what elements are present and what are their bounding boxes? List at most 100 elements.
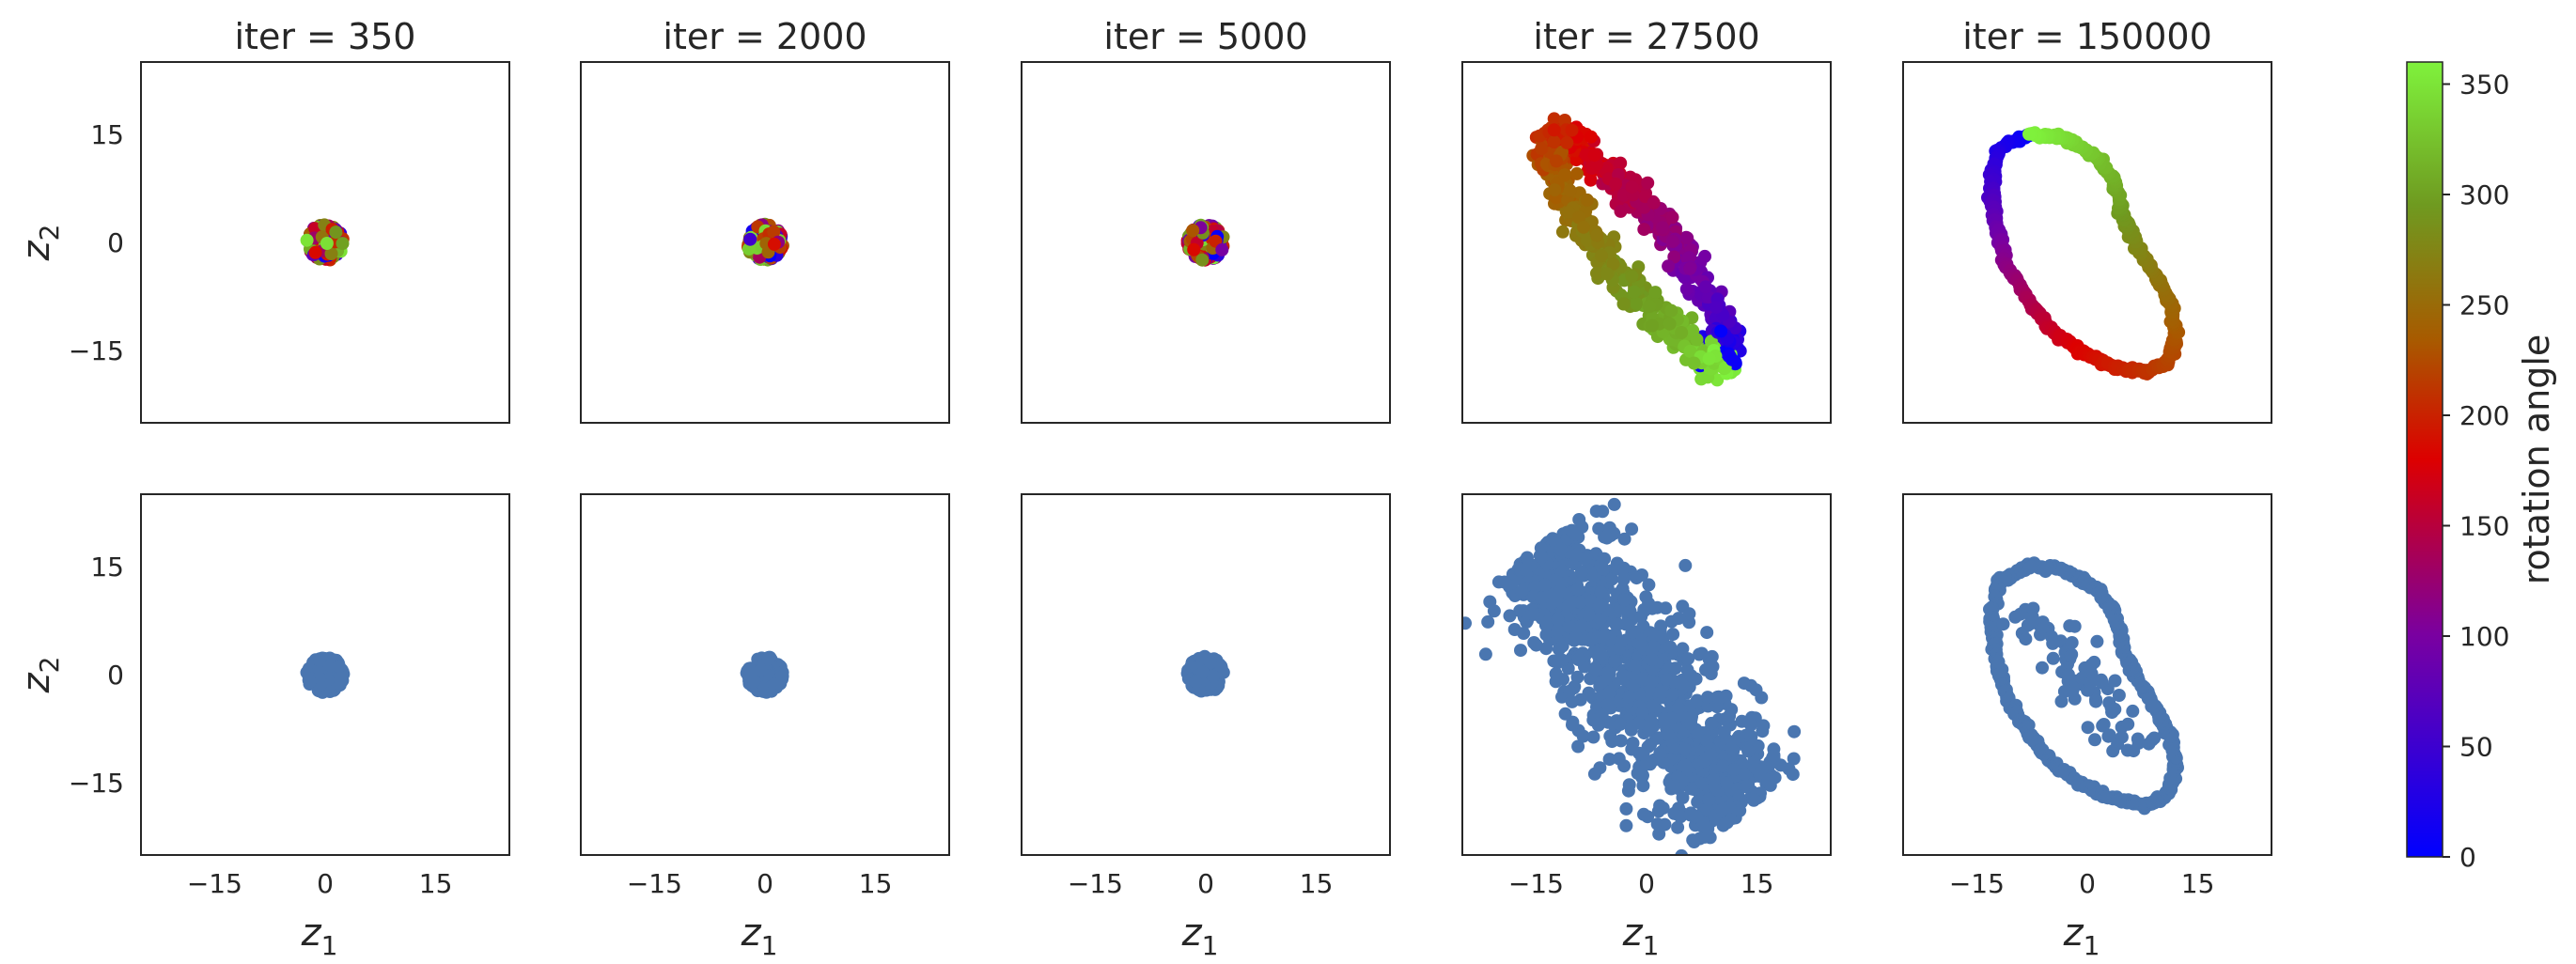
scatter-point xyxy=(1635,706,1649,720)
scatter-point xyxy=(1187,242,1201,257)
scatter-point xyxy=(1571,739,1585,754)
panel-frame xyxy=(140,61,510,424)
scatter-point xyxy=(1569,527,1583,541)
scatter-point xyxy=(1600,267,1615,281)
scatter-point xyxy=(1720,776,1734,790)
scatter-point xyxy=(1544,597,1558,611)
scatter-point xyxy=(1563,183,1577,197)
scatter-point xyxy=(332,660,346,674)
scatter-points xyxy=(1983,556,2184,816)
scatter-point xyxy=(2105,705,2119,719)
scatter-point xyxy=(1547,123,1561,137)
scatter-point xyxy=(1618,617,1632,631)
scatter-point xyxy=(1586,713,1600,727)
scatter-point xyxy=(1648,286,1663,300)
colorbar-tick-label: 300 xyxy=(2459,179,2509,210)
scatter-point xyxy=(2057,685,2071,698)
scatter-point xyxy=(2068,619,2082,633)
panel-r1-c2: iter = 2000 xyxy=(580,16,950,424)
scatter-point xyxy=(1497,575,1511,589)
scatter-point xyxy=(1725,741,1739,755)
scatter-point xyxy=(1580,193,1594,207)
scatter-point xyxy=(1680,231,1694,245)
scatter-point xyxy=(1204,656,1218,670)
scatter-point xyxy=(1514,644,1527,658)
scatter-point xyxy=(1707,772,1721,786)
scatter-point xyxy=(1551,656,1565,670)
scatter-point xyxy=(1535,142,1549,156)
scatter-point xyxy=(1566,718,1579,732)
panel-frame xyxy=(1021,61,1391,424)
scatter-point xyxy=(1563,620,1577,634)
scatter-point xyxy=(2036,622,2050,636)
scatter-point xyxy=(1693,647,1707,661)
scatter-point xyxy=(1667,806,1681,820)
scatter-point xyxy=(1725,352,1739,366)
colorbar-ticks: 0 50 100 150 200 250 300 350 xyxy=(2443,70,2509,873)
scatter-point xyxy=(2064,649,2078,663)
scatter-point xyxy=(1615,634,1629,648)
scatter-point xyxy=(767,225,781,239)
scatter-point xyxy=(1521,551,1534,565)
scatter-point xyxy=(1481,614,1495,629)
scatter-point xyxy=(2115,730,2129,744)
scatter-point xyxy=(1671,675,1685,689)
scatter-point xyxy=(1635,568,1648,582)
scatter-point xyxy=(1206,669,1220,683)
scatter-point xyxy=(1587,148,1601,163)
scatter-point xyxy=(1668,780,1682,794)
y-axis-label: z2 xyxy=(15,225,65,262)
scatter-point xyxy=(308,245,322,259)
scatter-point xyxy=(1641,176,1655,190)
scatter-point xyxy=(1647,628,1662,642)
x-tick-label: 0 xyxy=(757,868,773,899)
y-tick-label: −15 xyxy=(69,335,124,366)
scatter-point xyxy=(1635,672,1649,686)
scatter-point xyxy=(1550,154,1563,168)
scatter-point xyxy=(1590,266,1603,280)
scatter-point xyxy=(1637,223,1651,237)
scatter-point xyxy=(1651,804,1665,818)
x-tick-label: 15 xyxy=(1300,868,1334,899)
scatter-point xyxy=(1698,249,1711,263)
x-tick-label: −15 xyxy=(187,868,242,899)
colorbar-gradient xyxy=(2406,61,2443,858)
scatter-point xyxy=(2090,634,2104,648)
scatter-point xyxy=(1700,626,1714,640)
scatter-point xyxy=(1684,782,1698,796)
scatter-point xyxy=(1614,204,1628,218)
panel-title: iter = 27500 xyxy=(1533,16,1759,57)
panel-title: iter = 5000 xyxy=(1103,16,1307,57)
colorbar-tick-label: 150 xyxy=(2459,511,2509,542)
scatter-point xyxy=(1569,549,1584,562)
x-tick-label: 15 xyxy=(2181,868,2215,899)
scatter-point xyxy=(2061,668,2075,681)
scatter-point xyxy=(761,652,775,666)
colorbar-tick-label: 250 xyxy=(2459,290,2509,321)
scatter-point xyxy=(1787,752,1801,766)
scatter-point xyxy=(1626,737,1640,750)
colorbar-tick-label: 100 xyxy=(2459,621,2509,652)
scatter-point xyxy=(1643,300,1657,314)
scatter-point xyxy=(1558,707,1572,721)
scatter-point xyxy=(1623,604,1637,618)
scatter-point xyxy=(1462,616,1472,630)
panel-r2-c5: −15 0 15 z1 xyxy=(1902,493,2272,961)
scatter-point xyxy=(2094,673,2108,687)
scatter-point xyxy=(1716,759,1730,773)
scatter-point xyxy=(1683,344,1697,358)
y-tick-label: 0 xyxy=(107,660,124,691)
scatter-point xyxy=(1756,719,1771,733)
scatter-point xyxy=(1547,112,1561,126)
scatter-point xyxy=(2106,744,2120,758)
scatter-point xyxy=(1517,627,1531,640)
scatter-point xyxy=(1723,709,1737,723)
scatter-point xyxy=(1195,253,1210,267)
scatter-point xyxy=(1642,723,1656,737)
scatter-point xyxy=(1602,753,1616,767)
x-axis-label: z1 xyxy=(741,911,778,961)
scatter-point xyxy=(1675,848,1689,855)
panel-frame xyxy=(580,493,950,856)
scatter-point xyxy=(1704,748,1717,762)
